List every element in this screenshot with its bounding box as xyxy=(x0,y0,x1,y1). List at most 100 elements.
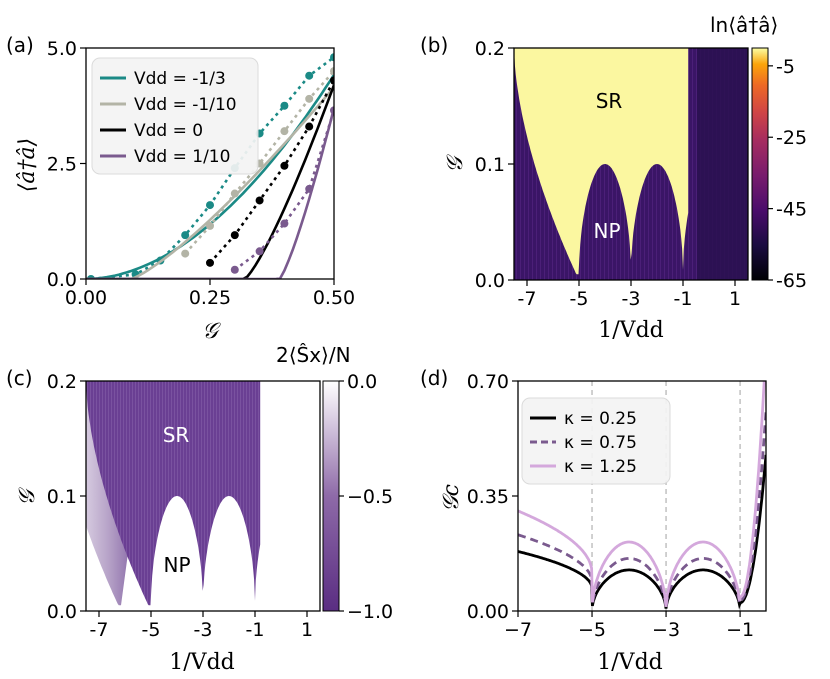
legend-box xyxy=(521,397,671,485)
panel-c-xlabel: 1/Vdd xyxy=(169,650,234,675)
panel-b-xlabel: 1/Vdd xyxy=(598,318,663,343)
series-line-1 xyxy=(86,86,334,279)
panel-b-ylabel: 𝒢 xyxy=(443,154,468,173)
panel-b: (b) -7 -5 -3 -1 10.00.10.2 SR NP 1/Vdd 𝒢 -5-… xyxy=(420,13,807,343)
x-tick-label: -5 xyxy=(142,619,161,641)
x-tick-label: -3 xyxy=(622,288,641,310)
x-tick-label: -5 xyxy=(570,288,589,310)
panel-c-sr-label: SR xyxy=(163,423,190,447)
legend-label-kappa-125: κ = 1.25 xyxy=(564,457,637,477)
panel-c-ylabel: 𝒢 xyxy=(15,487,40,506)
x-tick-label: −5 xyxy=(578,619,606,641)
x-tick-label: −7 xyxy=(504,619,532,641)
panel-d-ticks: −7 −5 −3 −1 0.00 0.35 0.70 xyxy=(467,371,754,641)
series-dotted-2 xyxy=(209,79,334,264)
data-point xyxy=(330,53,334,62)
legend-label-kappa-025: κ = 0.25 xyxy=(564,409,637,429)
c-sr-region xyxy=(86,381,261,606)
data-point xyxy=(206,221,214,230)
panel-b-heatmap xyxy=(514,48,748,280)
data-point xyxy=(181,249,190,258)
colorbar-tick-label: -45 xyxy=(776,199,807,221)
sr-phase-region xyxy=(514,48,689,275)
panel-c-ticks: -7 -5 -3 -1 1 0.0 0.1 0.2 xyxy=(47,371,313,641)
colorbar-tick-label: -65 xyxy=(776,270,807,292)
data-point xyxy=(305,184,314,193)
data-point xyxy=(305,122,314,131)
data-point xyxy=(230,189,239,198)
y-tick-label: 0.0 xyxy=(47,601,77,623)
data-point xyxy=(255,196,264,205)
data-point xyxy=(181,231,190,240)
legend-label-kappa-075: κ = 0.75 xyxy=(564,433,637,453)
y-tick-label: 0.2 xyxy=(47,371,77,393)
legend-label-vdd-neg-tenth: Vdd = -1/10 xyxy=(134,95,237,115)
x-tick-label: -1 xyxy=(246,619,265,641)
y-tick-label: 5.0 xyxy=(47,38,77,60)
series-line-3 xyxy=(86,107,334,279)
data-point xyxy=(305,71,314,80)
panel-b-colorbar-ticks: -5 -25 -45 -65 xyxy=(768,56,807,292)
x-tick-label: -7 xyxy=(518,288,537,310)
data-point xyxy=(280,161,289,170)
panel-b-label: (b) xyxy=(420,33,448,57)
panel-c-heatmap xyxy=(86,381,320,611)
x-tick-label: −1 xyxy=(726,619,754,641)
legend-label-vdd-tenth: Vdd = 1/10 xyxy=(134,147,230,167)
panel-d-legend: κ = 0.25 κ = 0.75 κ = 1.25 xyxy=(521,397,671,485)
y-tick-label: 2.5 xyxy=(47,154,77,176)
series-line-kappa-1 xyxy=(518,411,766,609)
panel-d-ylabel: 𝒢c xyxy=(439,484,464,512)
panel-b-colorbar xyxy=(751,47,769,281)
panel-a-legend: Vdd = -1/3 Vdd = -1/10 Vdd = 0 Vdd = 1/1… xyxy=(91,57,259,175)
y-tick-label: 0.1 xyxy=(475,154,505,176)
panel-c-colorbar-ticks: 0.0 −0.5 −1.0 xyxy=(339,371,393,623)
data-point xyxy=(330,67,334,76)
y-tick-label: 0.0 xyxy=(47,269,77,291)
data-point xyxy=(330,106,334,115)
colorbar-tick-label: -5 xyxy=(776,56,795,78)
x-tick-label: 0.00 xyxy=(65,287,107,309)
panel-b-np-label: NP xyxy=(593,219,620,243)
data-point xyxy=(230,231,239,240)
x-tick-label: 1 xyxy=(301,619,313,641)
x-tick-label: 0.50 xyxy=(313,287,355,309)
colorbar-tick-label: -25 xyxy=(776,127,807,149)
y-tick-label: 0.00 xyxy=(467,601,509,623)
x-tick-label: -7 xyxy=(90,619,109,641)
panel-c: (c) -7 -5 -3 -1 1 0.0 0.1 0.2 SR NP 1/Vdd 𝒢 0.0… xyxy=(6,343,393,675)
data-point xyxy=(280,219,289,228)
colorbar-tick-label: −0.5 xyxy=(347,486,393,508)
positive-vdd-block xyxy=(697,48,748,280)
panel-d-xlabel: 1/Vdd xyxy=(597,650,662,675)
x-tick-label: −3 xyxy=(652,619,680,641)
legend-label-vdd-zero: Vdd = 0 xyxy=(134,121,203,141)
data-point xyxy=(330,76,334,85)
x-tick-label: 0.25 xyxy=(189,287,231,309)
series-line-kappa-2 xyxy=(518,381,766,607)
colorbar-tick-label: 0.0 xyxy=(347,371,377,393)
panel-a-label: (a) xyxy=(6,33,34,57)
y-tick-label: 0.1 xyxy=(47,486,77,508)
series-line-kappa-0 xyxy=(518,454,766,610)
data-point xyxy=(255,247,264,256)
y-tick-label: 0.35 xyxy=(467,486,509,508)
colorbar-tick-label: −1.0 xyxy=(347,601,393,623)
data-point xyxy=(206,258,214,267)
legend-label-vdd-neg-third: Vdd = -1/3 xyxy=(134,69,226,89)
panel-b-ticks: -7 -5 -3 -1 1 0.0 0.1 0.2 xyxy=(475,38,741,310)
panel-a-ylabel: ⟨â†â⟩ xyxy=(15,138,40,192)
panel-c-colorbar xyxy=(322,380,340,612)
panel-b-sr-label: SR xyxy=(596,89,623,113)
series-line-2 xyxy=(86,84,334,279)
panel-c-label: (c) xyxy=(6,366,33,390)
panel-d: (d) −7 −5 −3 −1 0.00 0.35 0.70 1/Vdd 𝒢c κ = 0.… xyxy=(420,366,767,675)
y-tick-label: 0.70 xyxy=(467,371,509,393)
series-dotted-0 xyxy=(90,56,334,279)
x-tick-label: -3 xyxy=(194,619,213,641)
panel-d-label: (d) xyxy=(420,366,448,390)
x-tick-label: 1 xyxy=(729,288,741,310)
panel-a-xlabel: 𝒢 xyxy=(202,319,221,344)
data-point xyxy=(305,94,314,103)
